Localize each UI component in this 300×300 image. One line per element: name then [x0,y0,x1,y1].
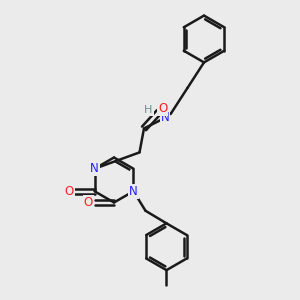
Text: O: O [84,196,93,209]
Text: N: N [160,111,169,124]
Text: N: N [90,162,99,175]
Text: H: H [144,105,153,116]
Text: O: O [158,102,167,116]
Text: O: O [64,185,74,198]
Text: N: N [129,185,138,198]
